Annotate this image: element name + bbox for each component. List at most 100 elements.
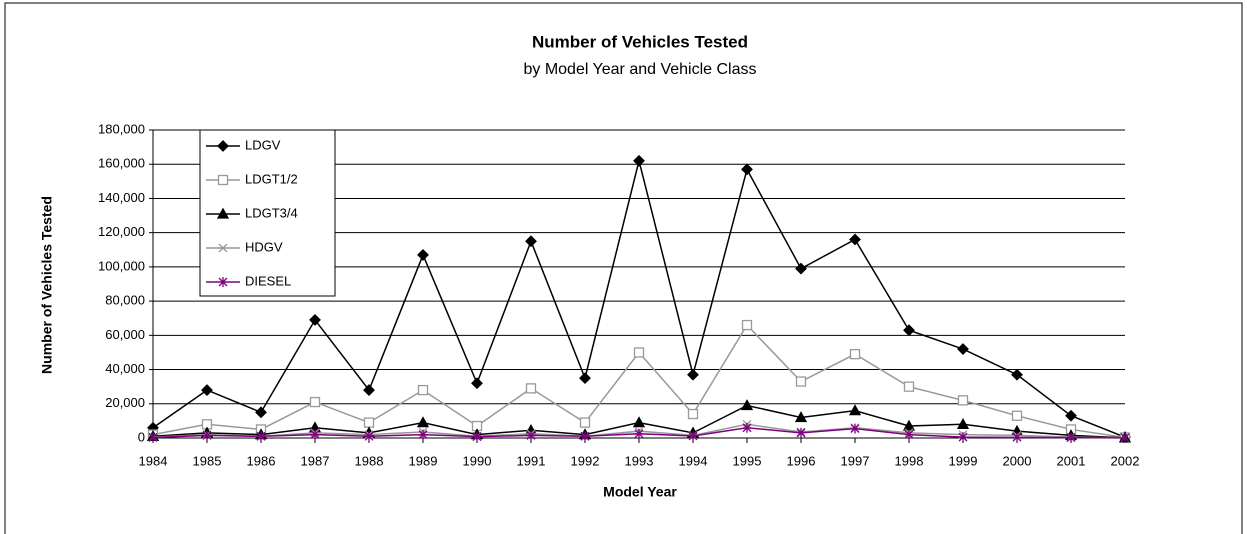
series: [148, 422, 1130, 443]
x-tick-label: 1997: [841, 453, 870, 468]
marker: [525, 235, 537, 248]
marker: [687, 408, 699, 420]
marker: [687, 368, 699, 381]
marker: [848, 404, 862, 416]
x-tick-label: 1989: [409, 453, 438, 468]
marker: [526, 430, 536, 441]
legend-label: HDGV: [245, 239, 283, 254]
legend-label: DIESEL: [245, 273, 291, 288]
marker: [796, 427, 806, 438]
marker: [217, 174, 229, 186]
marker: [579, 372, 591, 385]
marker: [904, 429, 914, 440]
marker: [256, 431, 266, 442]
y-tick-label: 40,000: [105, 361, 145, 376]
marker: [201, 384, 213, 397]
y-tick-label: 140,000: [98, 190, 145, 205]
legend-label: LDGT1/2: [245, 171, 298, 186]
marker: [1012, 432, 1022, 443]
legend-label: LDGV: [245, 137, 281, 152]
x-tick-label: 1995: [733, 453, 762, 468]
series: [147, 319, 1131, 443]
chart-subtitle: by Model Year and Vehicle Class: [523, 61, 756, 78]
x-tick-label: 1998: [895, 453, 924, 468]
x-tick-label: 2001: [1057, 453, 1086, 468]
x-tick-label: 2000: [1003, 453, 1032, 468]
marker: [634, 428, 644, 439]
marker: [255, 406, 267, 419]
marker: [525, 383, 537, 394]
y-tick-label: 180,000: [98, 121, 145, 136]
marker: [795, 376, 807, 387]
marker: [309, 396, 321, 408]
y-tick-label: 80,000: [105, 293, 145, 308]
marker: [849, 349, 861, 360]
x-tick-label: 1984: [139, 453, 168, 468]
x-tick-label: 1986: [247, 453, 276, 468]
marker: [958, 432, 968, 443]
marker: [903, 381, 915, 392]
marker: [418, 429, 428, 440]
x-tick-label: 1991: [517, 453, 546, 468]
marker: [849, 233, 861, 246]
y-tick-label: 0: [138, 429, 145, 444]
y-tick-label: 160,000: [98, 156, 145, 171]
marker: [1065, 409, 1077, 422]
marker: [742, 422, 752, 433]
marker: [363, 384, 375, 397]
marker: [1066, 432, 1076, 443]
marker: [1011, 410, 1023, 421]
x-axis-title: Model Year: [603, 484, 677, 500]
x-tick-label: 1985: [193, 453, 222, 468]
x-tick-label: 1999: [949, 453, 978, 468]
chart-frame: [4, 2, 1243, 534]
marker: [416, 416, 430, 428]
x-tick-label: 1987: [301, 453, 330, 468]
marker: [417, 248, 429, 261]
marker: [218, 243, 228, 253]
marker: [632, 416, 646, 428]
y-tick-label: 20,000: [105, 395, 145, 410]
marker: [795, 262, 807, 275]
marker: [218, 277, 228, 287]
marker: [957, 343, 969, 355]
y-tick-label: 60,000: [105, 327, 145, 342]
marker: [417, 384, 429, 396]
marker: [579, 417, 591, 428]
marker: [580, 431, 590, 442]
x-tick-label: 1992: [571, 453, 600, 468]
marker: [903, 324, 915, 337]
marker: [740, 399, 754, 411]
marker: [216, 207, 230, 219]
y-tick-label: 100,000: [98, 258, 145, 273]
x-tick-label: 1996: [787, 453, 816, 468]
chart-title: Number of Vehicles Tested: [532, 32, 748, 51]
y-axis-title: Number of Vehicles Tested: [39, 196, 55, 374]
marker: [688, 430, 698, 441]
marker: [148, 432, 158, 443]
marker: [741, 163, 753, 176]
marker: [633, 154, 645, 167]
marker: [956, 417, 970, 429]
y-tick-label: 120,000: [98, 224, 145, 239]
x-tick-label: 1988: [355, 453, 384, 468]
marker: [472, 431, 482, 442]
series: [147, 154, 1131, 444]
legend-label: LDGT3/4: [245, 205, 298, 220]
marker: [633, 347, 645, 358]
x-tick-label: 2002: [1111, 453, 1140, 468]
marker: [1120, 432, 1130, 443]
x-tick-label: 1994: [679, 453, 708, 468]
marker: [741, 319, 753, 331]
marker: [202, 430, 212, 441]
marker: [364, 431, 374, 442]
marker: [363, 417, 375, 428]
marker: [957, 395, 969, 406]
marker: [794, 411, 808, 423]
x-tick-label: 1990: [463, 453, 492, 468]
marker: [471, 377, 483, 390]
marker: [217, 140, 229, 152]
marker: [1011, 368, 1023, 381]
x-tick-label: 1993: [625, 453, 654, 468]
